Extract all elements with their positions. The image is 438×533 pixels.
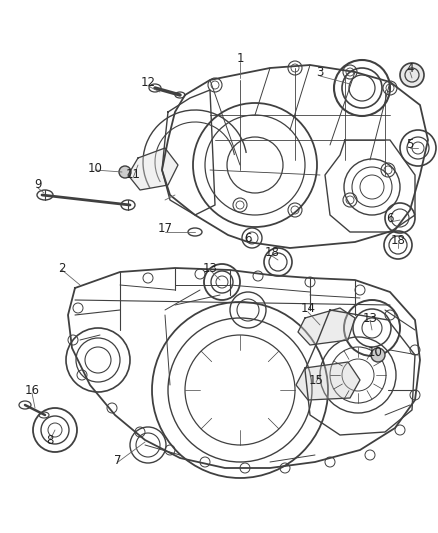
Circle shape (119, 166, 131, 178)
Text: 5: 5 (406, 139, 413, 151)
Text: 2: 2 (58, 262, 66, 274)
Text: 16: 16 (25, 384, 39, 397)
Text: 15: 15 (308, 374, 323, 386)
Text: 13: 13 (202, 262, 217, 274)
Text: 11: 11 (126, 168, 141, 182)
Text: 8: 8 (46, 433, 54, 447)
Text: 10: 10 (88, 161, 102, 174)
Text: 14: 14 (300, 302, 315, 314)
Text: 13: 13 (363, 311, 378, 325)
Text: 18: 18 (265, 246, 279, 259)
Polygon shape (298, 308, 355, 345)
Text: 7: 7 (114, 454, 122, 466)
Polygon shape (296, 362, 360, 400)
Polygon shape (128, 148, 178, 190)
Text: 6: 6 (386, 212, 394, 224)
Text: 1: 1 (236, 52, 244, 64)
Text: 18: 18 (391, 233, 406, 246)
Text: 3: 3 (316, 66, 324, 78)
Text: 6: 6 (244, 231, 252, 245)
Circle shape (371, 348, 385, 362)
Text: 12: 12 (141, 76, 155, 88)
Text: 4: 4 (406, 61, 414, 75)
Text: 17: 17 (158, 222, 173, 235)
Text: 10: 10 (367, 345, 382, 359)
Text: 9: 9 (34, 179, 42, 191)
Circle shape (400, 63, 424, 87)
